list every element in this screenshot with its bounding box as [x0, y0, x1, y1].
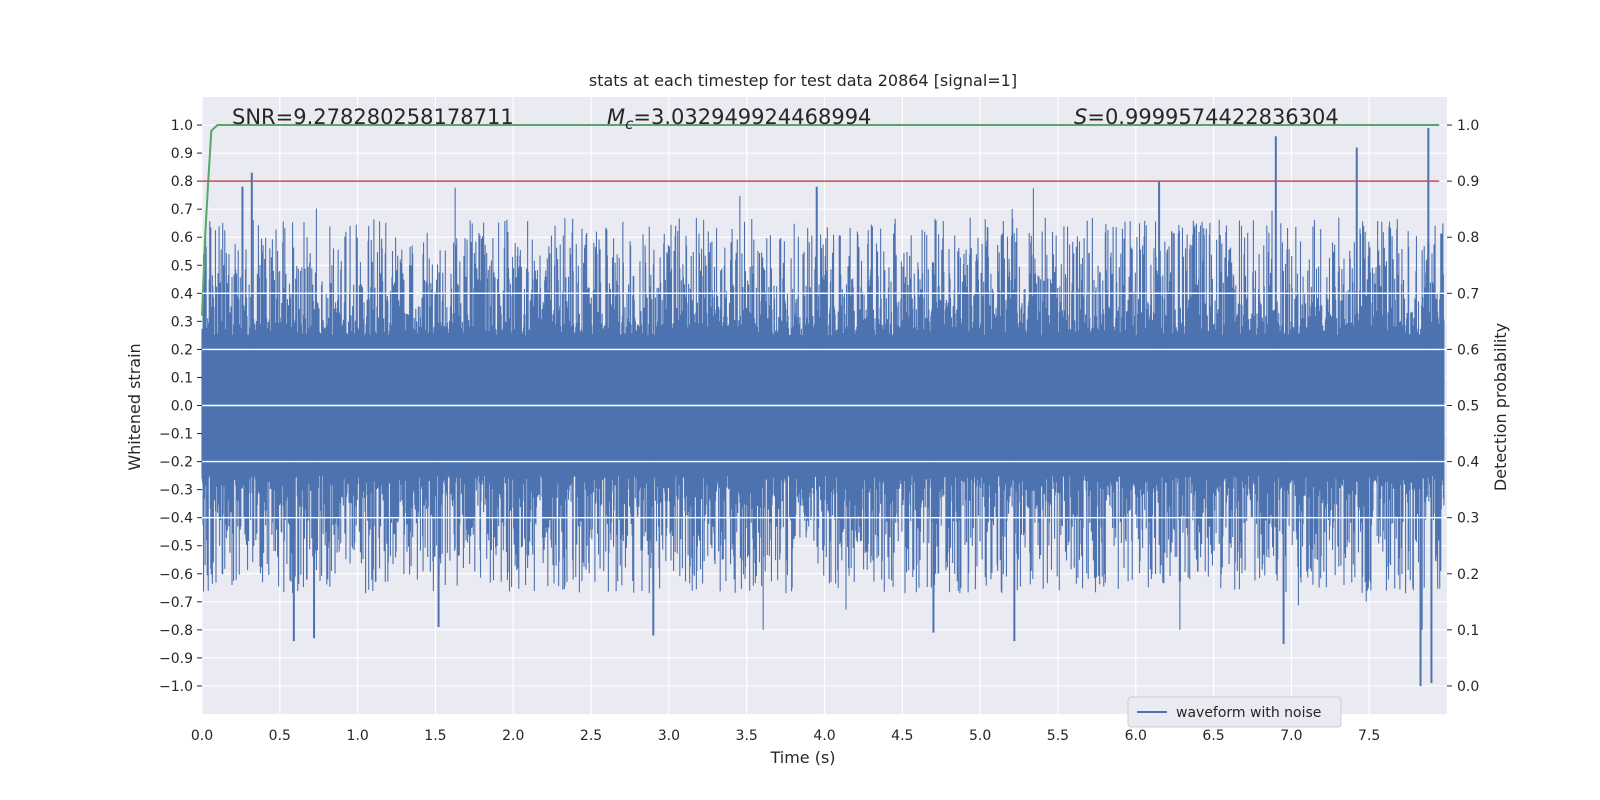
y-tick-label: −0.8 — [159, 623, 193, 639]
y2-tick-label: 0.7 — [1457, 286, 1479, 302]
x-tick-label: 6.5 — [1202, 728, 1224, 744]
y-tick-label: −0.3 — [159, 483, 193, 499]
y-tick-label: 0.8 — [171, 174, 193, 190]
y2-tick-label: 0.6 — [1457, 342, 1479, 358]
x-tick-label: 5.5 — [1047, 728, 1069, 744]
y-tick-label: 0.9 — [171, 146, 193, 162]
x-tick-label: 6.0 — [1125, 728, 1147, 744]
legend-box — [1127, 696, 1342, 728]
legend: waveform with noise — [1127, 696, 1342, 728]
chirp-mass-subscript: c — [625, 115, 634, 133]
x-tick-label: 1.0 — [346, 728, 368, 744]
x-axis-label: Time (s) — [769, 748, 835, 767]
y-tick-label: 0.3 — [171, 314, 193, 330]
x-tick-label: 0.0 — [191, 728, 213, 744]
score-value: =0.9999574422836304 — [1087, 105, 1338, 129]
y-tick-label: 0.1 — [171, 370, 193, 386]
x-axis-ticks: 0.0 0.5 1.0 1.5 2.0 2.5 3.0 3.5 4.0 4.5 5.0 5.5 6.0 6… — [191, 728, 1380, 744]
y-tick-label: −0.7 — [159, 595, 193, 611]
chart-title: stats at each timestep for test data 208… — [589, 71, 1017, 90]
x-tick-label: 4.5 — [891, 728, 913, 744]
x-tick-label: 4.0 — [813, 728, 835, 744]
y2-tick-label: 0.9 — [1457, 174, 1479, 190]
score-symbol: S — [1074, 105, 1087, 129]
y-tick-label: 0.4 — [171, 286, 193, 302]
x-tick-label: 7.0 — [1280, 728, 1302, 744]
y2-tick-label: 0.2 — [1457, 567, 1479, 583]
y-tick-label: 0.7 — [171, 202, 193, 218]
chirp-mass-annotation: Mc=3.032949924468994 — [607, 105, 871, 133]
x-tick-label: 0.5 — [269, 728, 291, 744]
y-axis-ticks: 1.0 0.9 0.8 0.7 0.6 0.5 0.4 0.3 0.2 0.1 0.0 −0.1 −0.… — [159, 118, 202, 695]
y-tick-label: −0.5 — [159, 539, 193, 555]
y-tick-label: −1.0 — [159, 679, 193, 695]
y-tick-label: 0.5 — [171, 258, 193, 274]
y2-axis-label: Detection probability — [1491, 323, 1510, 491]
y-tick-label: −0.9 — [159, 651, 193, 667]
score-annotation: S=0.9999574422836304 — [1074, 105, 1339, 129]
y-tick-label: −0.1 — [159, 427, 193, 443]
y2-tick-label: 0.3 — [1457, 511, 1479, 527]
y2-tick-label: 0.8 — [1457, 230, 1479, 246]
y-tick-label: 1.0 — [171, 118, 193, 134]
chirp-mass-symbol: M — [607, 105, 625, 129]
y-tick-label: 0.6 — [171, 230, 193, 246]
x-tick-label: 3.5 — [736, 728, 758, 744]
y-tick-label: 0.2 — [171, 342, 193, 358]
legend-label: waveform with noise — [1176, 705, 1321, 721]
y-tick-label: −0.4 — [159, 511, 193, 527]
y-tick-label: −0.6 — [159, 567, 193, 583]
y-tick-label: 0.0 — [171, 399, 193, 415]
grid-overlay — [202, 292, 1447, 519]
x-tick-label: 1.5 — [424, 728, 446, 744]
x-tick-label: 3.0 — [658, 728, 680, 744]
chirp-mass-value: =3.032949924468994 — [633, 105, 871, 129]
detection-probability-line — [201, 124, 1440, 316]
y2-axis-ticks: 1.0 0.9 0.8 0.7 0.6 0.5 0.4 0.3 0.2 0.1 0.0 — [1447, 118, 1479, 695]
x-tick-label: 5.0 — [969, 728, 991, 744]
y2-tick-label: 0.0 — [1457, 679, 1479, 695]
y-tick-label: −0.2 — [159, 455, 193, 471]
y2-tick-label: 1.0 — [1457, 118, 1479, 134]
snr-annotation: SNR=9.278280258178711 — [232, 105, 514, 129]
y2-tick-label: 0.5 — [1457, 399, 1479, 415]
y2-tick-label: 0.1 — [1457, 623, 1479, 639]
y-axis-label: Whitened strain — [125, 343, 144, 470]
x-tick-label: 2.0 — [502, 728, 524, 744]
x-tick-label: 2.5 — [580, 728, 602, 744]
x-tick-label: 7.5 — [1358, 728, 1380, 744]
y2-tick-label: 0.4 — [1457, 455, 1479, 471]
